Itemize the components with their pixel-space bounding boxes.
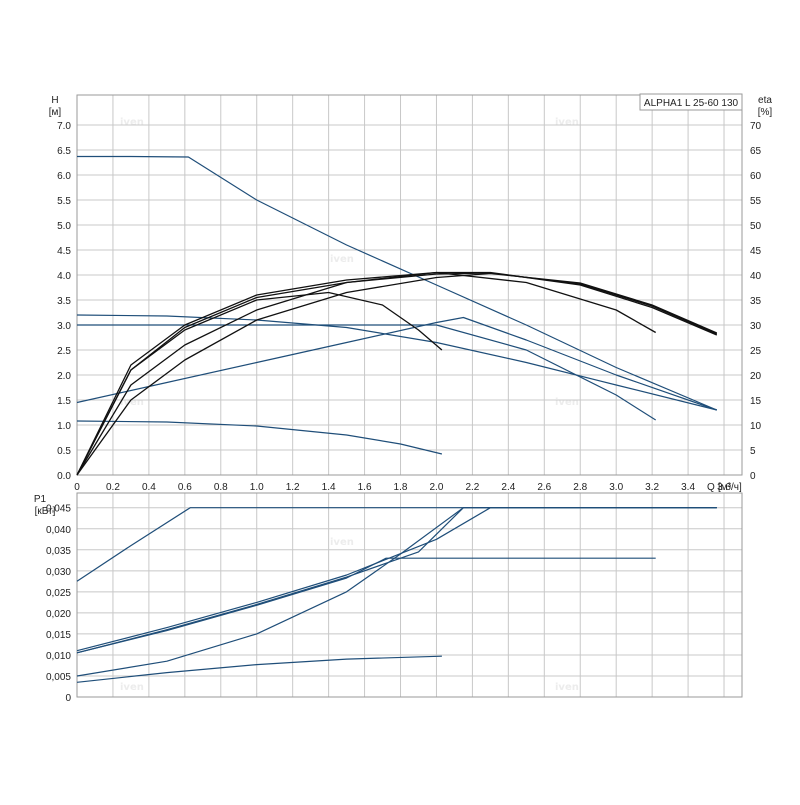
- chart-title: ALPHA1 L 25-60 130: [644, 98, 739, 109]
- watermark-text: iven: [330, 537, 354, 548]
- efficiency-curve-9: [76, 272, 718, 476]
- power-curve-0: [76, 507, 717, 582]
- y-right-tick-label: 55: [750, 196, 762, 207]
- x-tick-label: 2.4: [501, 482, 515, 493]
- y-right-tick-label: 30: [750, 321, 762, 332]
- y-right-tick-label: 45: [750, 246, 762, 257]
- x-tick-label: 0.2: [106, 482, 120, 493]
- y-left-tick-label: 4.5: [57, 246, 71, 257]
- power-curve-4: [76, 507, 717, 677]
- x-tick-label: 1.4: [322, 482, 336, 493]
- y-right-tick-label: 10: [750, 421, 762, 432]
- head-curve-4: [76, 420, 443, 455]
- watermark-text: iven: [555, 117, 579, 128]
- y-left-tick-label: 5.5: [57, 196, 71, 207]
- head-curve-0: [77, 155, 718, 411]
- y-left-tick-label: 0: [65, 693, 71, 704]
- y-left-tick-label: 6.0: [57, 171, 71, 182]
- y-left-tick-label: 1.5: [57, 396, 71, 407]
- y-right-tick-label: 70: [750, 121, 762, 132]
- y-left-tick-label: 7.0: [57, 121, 71, 132]
- power-axis-unit: [кВт]: [35, 506, 56, 517]
- y-left-tick-label: 3.0: [57, 321, 71, 332]
- y-left-tick-label: 0.5: [57, 446, 71, 457]
- y-left-tick-label: 0,010: [46, 651, 71, 662]
- y-right-tick-label: 65: [750, 146, 762, 157]
- y-left-tick-label: 4.0: [57, 271, 71, 282]
- watermark-text: iven: [330, 254, 354, 265]
- y-left-tick-label: 3.5: [57, 296, 71, 307]
- power-curve-2: [76, 507, 717, 654]
- x-tick-label: 3.2: [645, 482, 659, 493]
- x-tick-label: 1.8: [394, 482, 408, 493]
- y-left-tick-label: 0,035: [46, 546, 71, 557]
- x-tick-label: 0: [74, 482, 80, 493]
- x-tick-label: 1.2: [286, 482, 300, 493]
- y-left-axis-label: H: [51, 95, 58, 106]
- x-tick-label: 3.0: [609, 482, 623, 493]
- y-right-tick-label: 50: [750, 221, 762, 232]
- x-axis-label: Q: [707, 482, 715, 493]
- y-left-tick-label: 2.5: [57, 346, 71, 357]
- x-tick-label: 0.8: [214, 482, 228, 493]
- y-left-tick-label: 6.5: [57, 146, 71, 157]
- y-left-tick-label: 2.0: [57, 371, 71, 382]
- y-right-tick-label: 20: [750, 371, 762, 382]
- y-right-tick-label: 0: [750, 471, 756, 482]
- head-curve-3: [76, 316, 717, 411]
- x-tick-label: 2.6: [537, 482, 551, 493]
- y-left-tick-label: 0.0: [57, 471, 71, 482]
- y-left-tick-label: 0,025: [46, 588, 71, 599]
- efficiency-curve-7: [76, 271, 718, 476]
- efficiency-curve-8: [76, 272, 718, 476]
- power-curve-3: [76, 557, 656, 654]
- head-curve-2: [77, 324, 657, 421]
- y-left-tick-label: 0,020: [46, 609, 71, 620]
- y-right-tick-label: 60: [750, 171, 762, 182]
- y-right-axis-unit: [%]: [758, 107, 773, 118]
- x-tick-label: 3.4: [681, 482, 695, 493]
- x-tick-label: 0.6: [178, 482, 192, 493]
- y-right-tick-label: 40: [750, 271, 762, 282]
- x-tick-label: 2.8: [573, 482, 587, 493]
- power-axis-label: P1: [34, 494, 47, 505]
- plot-frame-top: [76, 94, 743, 476]
- watermark-text: iven: [120, 397, 144, 408]
- watermark-text: iven: [120, 682, 144, 693]
- x-tick-label: 1.6: [358, 482, 372, 493]
- x-tick-label: 1.0: [250, 482, 264, 493]
- x-tick-label: 2.2: [465, 482, 479, 493]
- y-right-tick-label: 35: [750, 296, 762, 307]
- y-left-tick-label: 0,045: [46, 504, 71, 515]
- y-left-tick-label: 5.0: [57, 221, 71, 232]
- x-axis-unit: [м³/ч]: [718, 482, 742, 493]
- x-tick-label: 0.4: [142, 482, 156, 493]
- y-left-tick-label: 0,030: [46, 567, 71, 578]
- plot-frame-bottom: [76, 492, 743, 698]
- y-left-axis-unit: [м]: [49, 107, 62, 118]
- y-left-tick-label: 0,015: [46, 630, 71, 641]
- power-curve-5: [76, 655, 442, 683]
- y-left-tick-label: 0,005: [46, 672, 71, 683]
- head-curve-1: [76, 314, 717, 411]
- title-box: [639, 93, 743, 111]
- y-right-tick-label: 5: [750, 446, 756, 457]
- y-right-tick-label: 15: [750, 396, 762, 407]
- watermark-text: iven: [120, 117, 144, 128]
- y-left-tick-label: 0,040: [46, 525, 71, 536]
- watermark-text: iven: [555, 682, 579, 693]
- x-tick-label: 3.6: [717, 482, 731, 493]
- y-right-axis-label: eta: [758, 95, 772, 106]
- y-right-tick-label: 25: [750, 346, 762, 357]
- x-tick-label: 2.0: [430, 482, 444, 493]
- y-left-tick-label: 1.0: [57, 421, 71, 432]
- watermark-text: iven: [555, 397, 579, 408]
